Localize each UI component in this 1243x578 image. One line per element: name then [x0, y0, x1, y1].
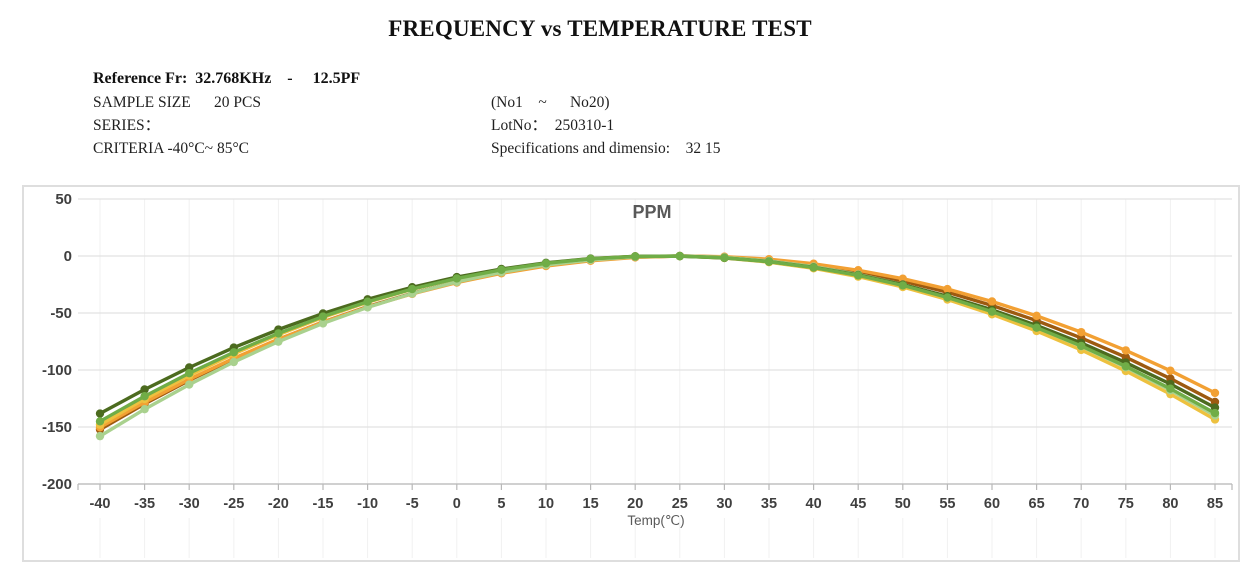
sample-range-line: (No1 ~ No20) — [491, 94, 610, 111]
x-tick-label: -20 — [268, 496, 289, 512]
x-tick-label: 80 — [1162, 496, 1178, 512]
x-tick-label: 30 — [716, 496, 732, 512]
data-point-marker — [1077, 327, 1086, 337]
x-tick-label: 70 — [1073, 496, 1089, 512]
data-point-marker — [764, 257, 774, 266]
x-tick-label: 40 — [806, 496, 822, 512]
data-point-marker — [229, 357, 238, 367]
y-axis-labels: 50 0 -50 -100 -150 -200 — [42, 191, 72, 493]
data-point-marker — [586, 254, 595, 264]
data-point-marker — [185, 368, 194, 378]
x-tick-label: 5 — [497, 496, 505, 512]
data-point-marker — [408, 284, 417, 294]
header-left-column: Reference Fr: 32.768KHz - 12.5PF SAMPLE … — [93, 66, 360, 160]
series-line — [98, 254, 1217, 430]
lot-number-line: LotNo： 250310-1 — [491, 117, 615, 134]
sample-size-line: SAMPLE SIZE 20 PCS — [93, 94, 261, 111]
series-line: SERIES： — [93, 117, 161, 134]
x-tick-label: 85 — [1207, 496, 1223, 512]
data-point-marker — [318, 312, 328, 321]
x-tick-label: 75 — [1118, 496, 1134, 512]
x-tick-label: 55 — [939, 496, 955, 512]
y-tick-label: -50 — [50, 305, 72, 322]
data-point-marker — [1077, 341, 1086, 351]
data-point-marker — [1166, 366, 1175, 375]
x-tick-label: 45 — [850, 496, 866, 512]
y-tick-label: -150 — [42, 419, 72, 436]
y-tick-label: -200 — [42, 476, 72, 493]
data-point-marker — [497, 265, 506, 274]
y-tick-label: -100 — [42, 362, 72, 379]
x-tick-label: 50 — [895, 496, 911, 512]
series-line — [98, 254, 1217, 427]
y-tick-label: 0 — [64, 248, 72, 265]
frequency-temperature-chart: 50 0 -50 -100 -150 -200 -40 -35 -30 -25 -20 -15 -10-… — [22, 185, 1240, 562]
x-axis-title: Temp(℃) — [627, 513, 684, 528]
x-tick-label: 15 — [583, 496, 599, 512]
series-sample-green — [95, 251, 1220, 426]
data-point-marker — [854, 271, 863, 280]
series-line — [98, 254, 1217, 424]
data-point-marker — [943, 284, 952, 294]
x-tick-label: -15 — [313, 496, 334, 512]
chart-title: PPM — [632, 202, 671, 222]
x-tick-label: 0 — [453, 496, 461, 512]
vertical-gridlines — [99, 199, 1216, 558]
data-point-marker — [140, 405, 149, 414]
x-tick-label: -40 — [90, 496, 111, 512]
data-point-marker — [675, 251, 684, 261]
x-tick-label: 10 — [538, 496, 554, 512]
data-point-marker — [943, 293, 952, 302]
x-tick-label: -35 — [134, 496, 155, 512]
x-tick-label: 60 — [984, 496, 1000, 512]
y-tick-label: 50 — [55, 191, 72, 208]
x-tick-label: -30 — [179, 496, 200, 512]
data-point-marker — [1210, 408, 1220, 418]
x-tick-label: 35 — [761, 496, 777, 512]
data-point-marker — [1032, 323, 1041, 332]
series-sample-brown — [95, 251, 1220, 434]
x-tick-label: -5 — [406, 496, 419, 512]
data-point-marker — [1032, 311, 1041, 321]
series-line — [98, 254, 1217, 438]
data-point-marker — [809, 263, 818, 272]
data-point-marker — [987, 297, 997, 306]
x-axis-labels: -40 -35 -30 -25 -20 -15 -10 -5 0 5 10 15 20 25 30 35 40 4… — [90, 496, 1224, 512]
chart-canvas: 500-50-100-150-200-40 -35 -30 -25 -20 -15 -10-… — [42, 191, 1233, 558]
data-point-marker — [898, 274, 907, 283]
x-tick-label: -25 — [223, 496, 244, 512]
data-point-marker — [1210, 388, 1220, 398]
data-point-marker — [274, 337, 283, 346]
reference-frequency-line: Reference Fr: 32.768KHz - 12.5PF — [93, 70, 361, 87]
data-point-marker — [140, 385, 149, 394]
specifications-line: Specifications and dimensio: 32 15 — [491, 140, 721, 157]
data-point-marker — [1121, 362, 1131, 371]
data-point-marker — [720, 253, 729, 263]
data-point-marker — [452, 274, 461, 283]
data-point-marker — [363, 297, 372, 306]
x-tick-label: 20 — [627, 496, 643, 512]
header-right-column: (No1 ~ No20) LotNo： 250310-1 Specificati… — [491, 91, 720, 160]
data-point-marker — [95, 431, 105, 441]
data-point-marker — [95, 409, 105, 418]
data-point-marker — [229, 348, 238, 357]
data-point-marker — [140, 392, 149, 401]
criteria-line: CRITERIA -40°C~ 85°C — [93, 140, 249, 157]
x-tick-label: 25 — [672, 496, 688, 512]
data-point-marker — [1121, 346, 1131, 355]
data-point-marker — [1166, 384, 1175, 393]
data-point-marker — [898, 281, 907, 290]
x-tick-label: 65 — [1029, 496, 1045, 512]
x-axis-ticks — [77, 484, 1233, 490]
data-point-marker — [987, 307, 997, 316]
data-point-marker — [318, 319, 328, 328]
data-point-marker — [541, 259, 551, 268]
data-point-marker — [95, 417, 105, 426]
data-point-marker — [185, 380, 194, 389]
page-title: FREQUENCY vs TEMPERATURE TEST — [388, 16, 812, 41]
data-point-marker — [631, 252, 640, 261]
data-point-marker — [274, 329, 283, 338]
x-tick-label: -10 — [357, 496, 378, 512]
